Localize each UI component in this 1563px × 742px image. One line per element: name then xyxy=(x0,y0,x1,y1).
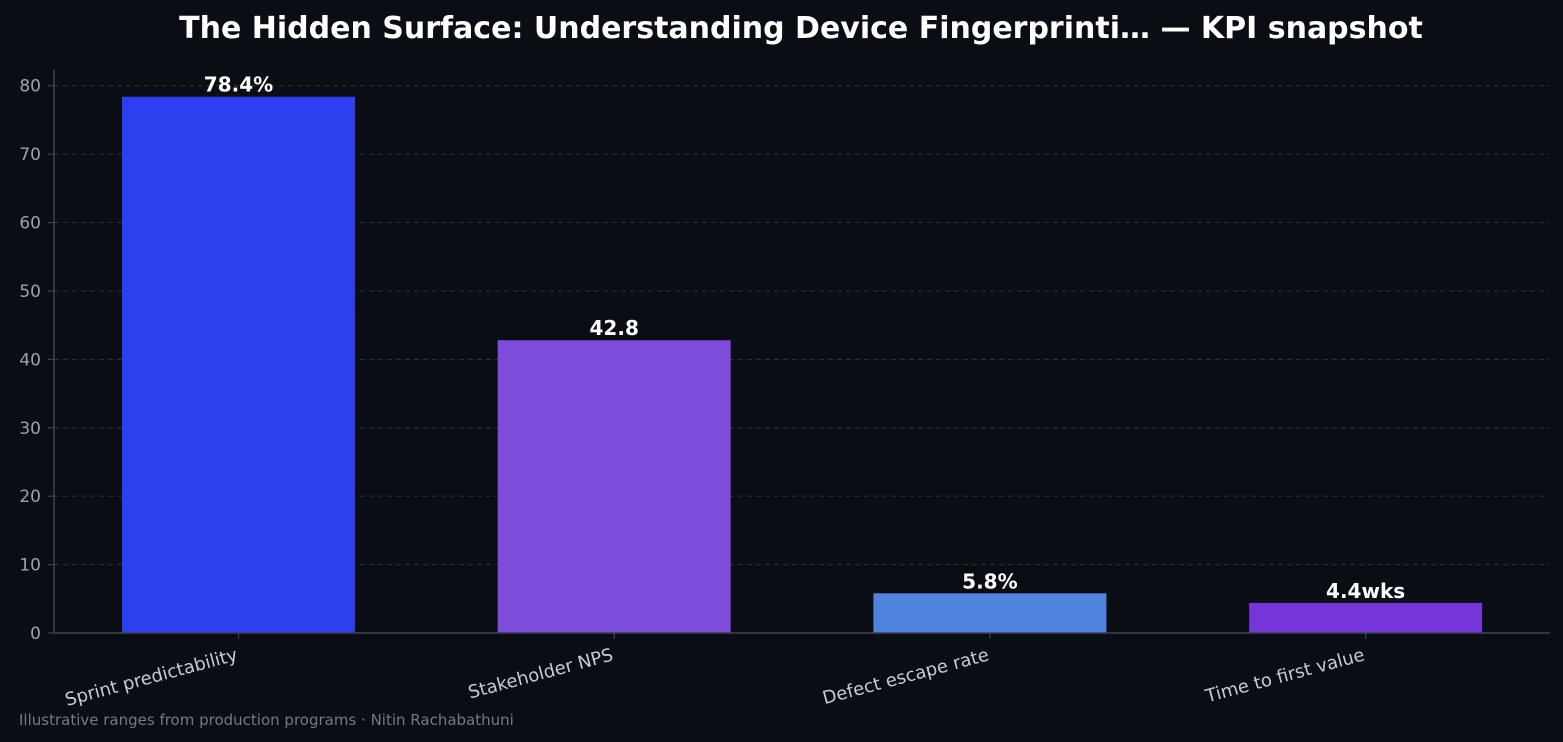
y-tick-label: 30 xyxy=(19,419,41,439)
bar xyxy=(1249,602,1483,633)
bar xyxy=(122,96,355,634)
bar-value-label: 78.4% xyxy=(204,73,273,97)
y-tick-label: 80 xyxy=(19,77,41,97)
y-tick-label: 40 xyxy=(19,350,41,370)
bar-value-label: 5.8% xyxy=(962,569,1017,593)
y-axis-ticks: 0 10 20 30 40 50 60 70 80 xyxy=(19,77,54,644)
y-tick-label: 50 xyxy=(19,282,41,302)
y-tick-label: 60 xyxy=(19,214,41,234)
bar xyxy=(873,593,1107,633)
axes xyxy=(53,70,1550,634)
bars xyxy=(122,96,1483,634)
chart-title: The Hidden Surface: Understanding Device… xyxy=(179,11,1423,46)
y-tick-label: 20 xyxy=(19,487,41,507)
bar xyxy=(497,340,731,633)
bar-value-label: 4.4wks xyxy=(1326,579,1405,603)
y-tick-label: 70 xyxy=(19,145,41,165)
grid-lines xyxy=(54,85,1550,566)
value-labels: 78.4% 42.8 5.8% 4.4wks xyxy=(204,73,1405,603)
y-tick-label: 10 xyxy=(19,556,41,576)
bar-value-label: 42.8 xyxy=(590,316,639,340)
footer-note: Illustrative ranges from production prog… xyxy=(19,711,514,729)
y-tick-label: 0 xyxy=(30,624,41,644)
